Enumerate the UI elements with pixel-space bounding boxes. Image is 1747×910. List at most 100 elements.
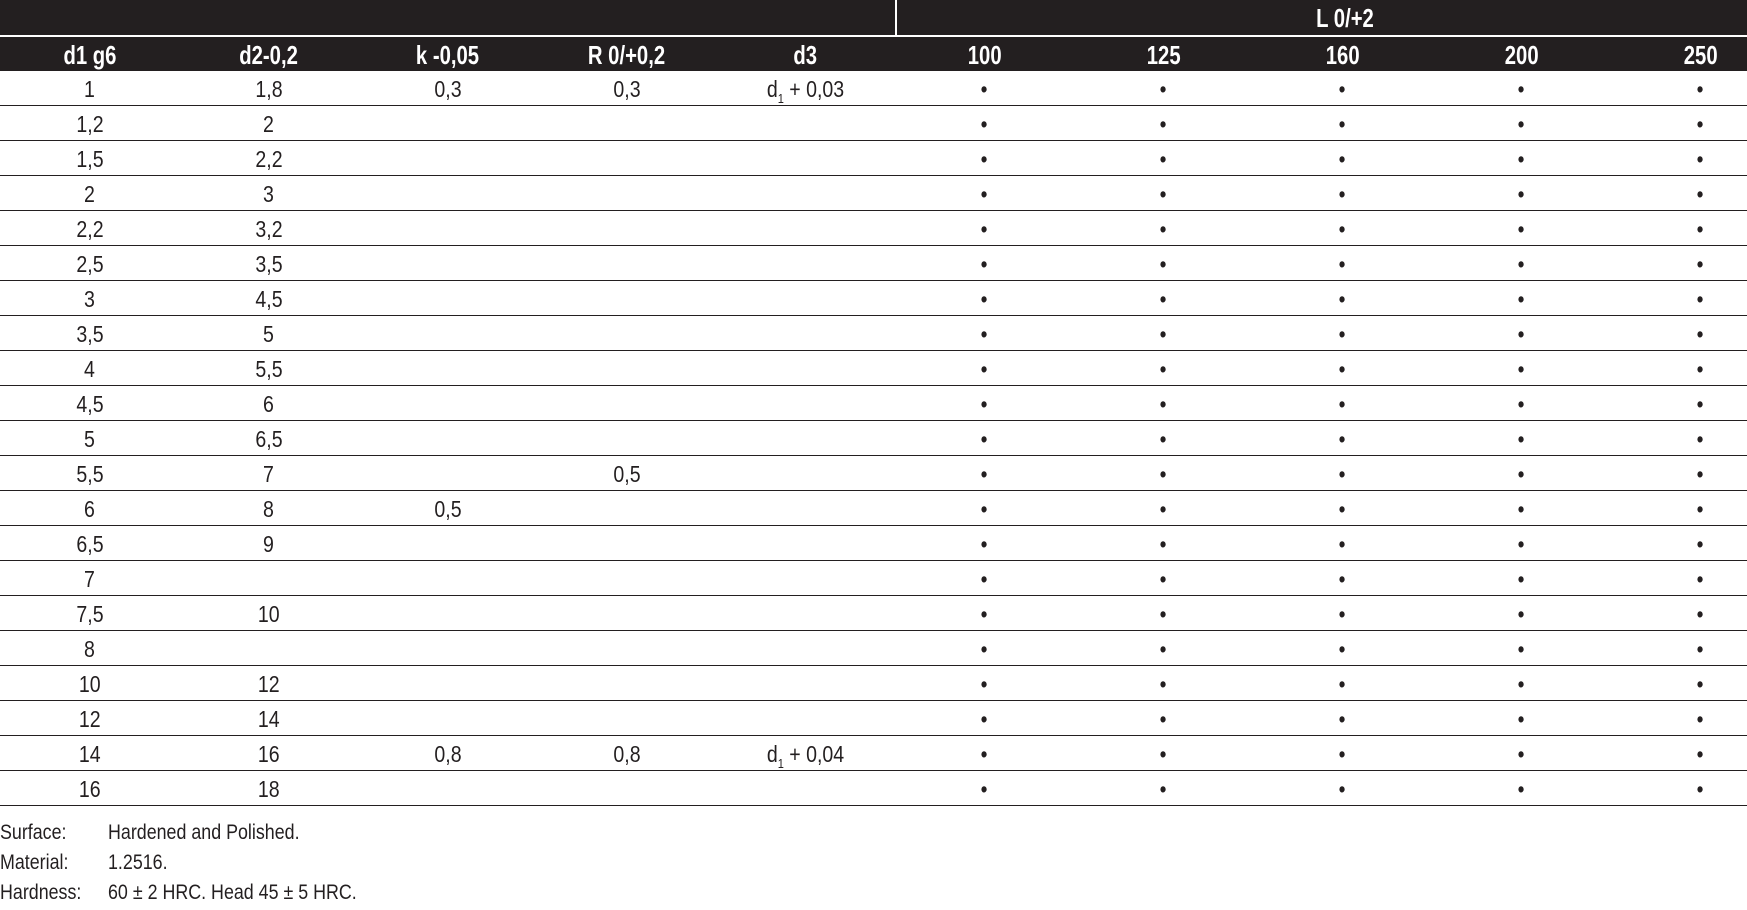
availability-dot: • <box>1160 356 1167 382</box>
table-cell <box>537 176 716 210</box>
availability-dot: • <box>1339 181 1346 207</box>
table-cell <box>537 246 716 280</box>
availability-dot: • <box>1339 741 1346 767</box>
table-cell: 8 <box>263 496 274 522</box>
availability-dot: • <box>981 181 988 207</box>
table-row: 2 3 • • • • • <box>0 176 1747 211</box>
availability-dot: • <box>1697 706 1704 732</box>
availability-dot: • <box>1160 111 1167 137</box>
table-cell <box>537 421 716 455</box>
table-column-header-row: d1 g6 d2-0,2 k -0,05 R 0/+0,2 d3 100 125 160 200… <box>0 37 1747 71</box>
availability-dot: • <box>1339 776 1346 802</box>
availability-dot: • <box>1518 111 1525 137</box>
note-label: Surface: <box>0 821 67 844</box>
table-cell: 0,8 <box>433 741 462 767</box>
availability-dot: • <box>1697 426 1704 452</box>
table-cell: 10 <box>78 671 101 697</box>
availability-dot: • <box>1518 566 1525 592</box>
availability-dot: • <box>1160 321 1167 347</box>
table-cell: 16 <box>78 776 101 802</box>
availability-dot: • <box>1339 601 1346 627</box>
table-row: 8 • • • • • <box>0 631 1747 666</box>
table-cell: 2,2 <box>254 146 283 172</box>
table-row: 5,5 7 0,5 • • • • • <box>0 456 1747 491</box>
availability-dot: • <box>1339 706 1346 732</box>
availability-dot: • <box>1518 531 1525 557</box>
availability-dot: • <box>1697 181 1704 207</box>
availability-dot: • <box>981 776 988 802</box>
availability-dot: • <box>1697 496 1704 522</box>
availability-dot: • <box>981 601 988 627</box>
table-cell <box>537 211 716 245</box>
table-row: 12 14 • • • • • <box>0 701 1747 736</box>
table-cell <box>716 176 895 210</box>
table-cell: 10 <box>257 601 280 627</box>
table-cell: 1,8 <box>254 76 283 102</box>
table-cell <box>358 596 537 630</box>
availability-dot: • <box>1518 181 1525 207</box>
availability-dot: • <box>981 531 988 557</box>
availability-dot: • <box>981 286 988 312</box>
table-cell: 4,5 <box>254 286 283 312</box>
table-cell <box>716 211 895 245</box>
table-cell <box>358 106 537 140</box>
availability-dot: • <box>981 111 988 137</box>
table-cell <box>358 281 537 315</box>
availability-dot: • <box>1697 321 1704 347</box>
availability-dot: • <box>1160 461 1167 487</box>
table-cell: d1 + 0,04 <box>766 741 845 771</box>
table-cell <box>716 141 895 175</box>
table-cell: 5 <box>84 426 95 452</box>
availability-dot: • <box>1697 461 1704 487</box>
table-cell: 18 <box>257 776 280 802</box>
table-cell <box>179 631 358 665</box>
availability-dot: • <box>1160 391 1167 417</box>
availability-dot: • <box>1339 216 1346 242</box>
table-cell <box>358 316 537 350</box>
availability-dot: • <box>1339 461 1346 487</box>
table-cell: 12 <box>78 706 101 732</box>
table-cell <box>179 561 358 595</box>
availability-dot: • <box>1160 741 1167 767</box>
availability-dot: • <box>1160 706 1167 732</box>
availability-dot: • <box>1697 636 1704 662</box>
table-cell: 6,5 <box>75 531 104 557</box>
column-header: 200 <box>1504 40 1539 70</box>
availability-dot: • <box>1518 321 1525 347</box>
table-cell: 14 <box>257 706 280 732</box>
availability-dot: • <box>981 76 988 102</box>
availability-dot: • <box>981 321 988 347</box>
table-cell <box>716 666 895 700</box>
availability-dot: • <box>981 566 988 592</box>
table-cell <box>716 316 895 350</box>
availability-dot: • <box>1160 216 1167 242</box>
table-row: 1,5 2,2 • • • • • <box>0 141 1747 176</box>
availability-dot: • <box>1339 671 1346 697</box>
table-cell <box>537 526 716 560</box>
table-cell <box>358 561 537 595</box>
availability-dot: • <box>1518 706 1525 732</box>
availability-dot: • <box>1697 216 1704 242</box>
table-cell: 0,5 <box>612 461 641 487</box>
availability-dot: • <box>1339 636 1346 662</box>
table-row: 3 4,5 • • • • • <box>0 281 1747 316</box>
table-cell <box>537 596 716 630</box>
availability-dot: • <box>1697 601 1704 627</box>
availability-dot: • <box>1697 776 1704 802</box>
availability-dot: • <box>1339 566 1346 592</box>
note-line: Material: 1.2516. <box>0 848 401 878</box>
table-cell <box>358 386 537 420</box>
availability-dot: • <box>1339 286 1346 312</box>
availability-dot: • <box>981 426 988 452</box>
availability-dot: • <box>981 706 988 732</box>
table-cell: 1,2 <box>75 111 104 137</box>
table-cell: 5,5 <box>75 461 104 487</box>
availability-dot: • <box>1339 111 1346 137</box>
table-cell: 16 <box>257 741 280 767</box>
note-label: Hardness: <box>0 881 82 904</box>
table-row: 3,5 5 • • • • • <box>0 316 1747 351</box>
availability-dot: • <box>1518 461 1525 487</box>
table-cell <box>716 386 895 420</box>
table-cell: 3,2 <box>254 216 283 242</box>
availability-dot: • <box>1339 321 1346 347</box>
